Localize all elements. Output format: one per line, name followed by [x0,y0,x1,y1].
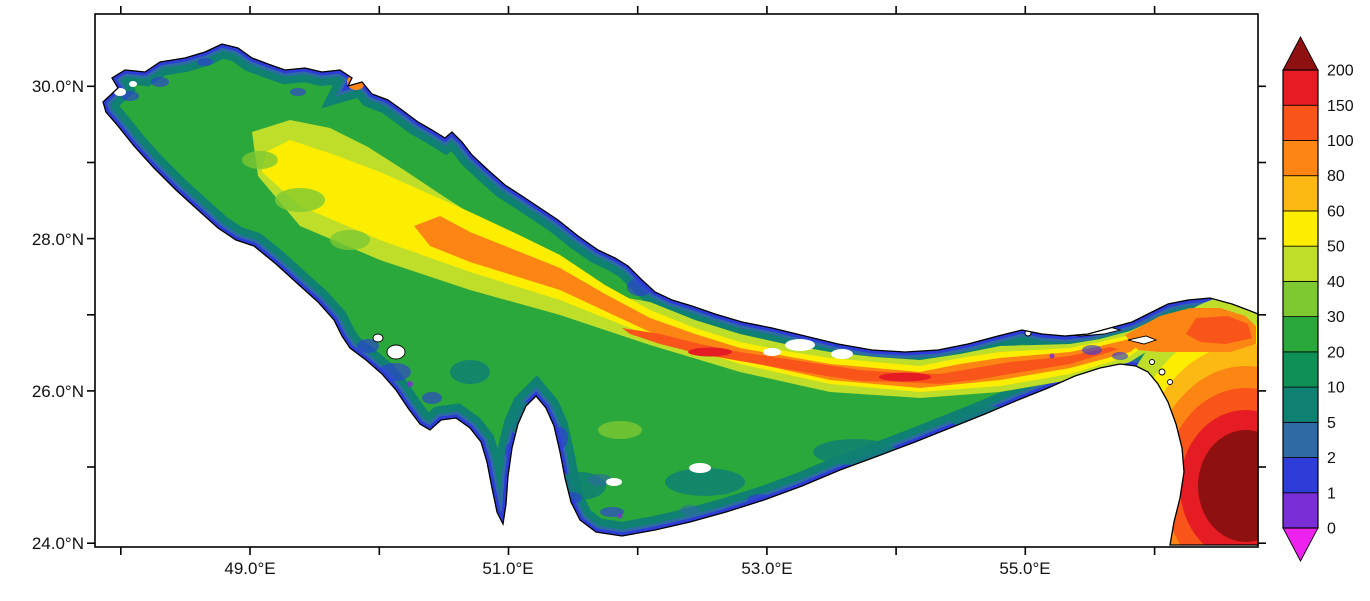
colorbar-under-arrow [1282,527,1319,562]
axis-ticks [87,6,1266,555]
island [1127,335,1158,345]
colorbar-segments [1282,69,1319,529]
colorbar-segment-50-60 [1282,210,1319,247]
colorbar-segment-80-100 [1282,140,1319,177]
colorbar-tick-label: 50 [1327,239,1345,256]
colorbar-tick-label: 2 [1327,450,1336,467]
island [386,344,406,360]
depth-ring-darkred [1198,430,1258,542]
north-shore-red-spot [352,75,360,81]
no-data-patch [689,463,711,473]
colorbar-tick-label: 60 [1327,204,1345,221]
colorbar-segment-5-10 [1282,386,1319,423]
colorbar-tick-label: 100 [1327,133,1354,150]
colorbar-tick-label: 20 [1327,344,1345,361]
no-data-patch [897,488,915,496]
island [410,442,438,468]
colorbar-tick-label: 5 [1327,415,1336,432]
y-tick-label: 26.0°N [32,382,84,401]
y-tick-label: 24.0°N [32,534,84,553]
depth-spot-red [688,347,732,357]
depth-band-orangered [622,328,1118,384]
depth-spot-red [879,372,931,382]
plot-frame [94,13,1259,548]
colorbar-segment-150-200 [1282,69,1319,106]
colorbar-segment-60-80 [1282,175,1319,212]
bahrain-bay-yellow-streak [445,422,465,494]
y-tick-label: 28.0°N [32,230,84,249]
colorbar-outline [1282,69,1319,529]
x-tick-label: 53.0°E [741,559,792,578]
island [1149,359,1155,365]
no-data-patch [763,348,781,356]
y-tick-label: 30.0°N [32,77,84,96]
island [442,427,454,437]
strait-red-patch [1186,316,1252,344]
x-tick-label: 55.0°E [999,559,1050,578]
colorbar-segment-20-30 [1282,316,1319,353]
no-data-patch [129,81,137,87]
colorbar-segment-100-150 [1282,104,1319,141]
colorbar-segment-0-1 [1282,492,1319,529]
colorbar-tick-label: 10 [1327,380,1345,397]
island [372,333,384,343]
colorbar-segment-10-20 [1282,351,1319,388]
water-base [103,44,1258,545]
colorbar-segment-1-2 [1282,457,1319,494]
x-tick-label: 51.0°E [482,559,533,578]
colorbar-tick-label: 40 [1327,274,1345,291]
colorbar-tick-label: 0 [1327,521,1336,538]
colorbar-over-arrow [1282,36,1319,71]
island [1158,368,1166,376]
bahrain-bay-orange-streak [451,440,461,484]
colorbar-tick-label: 80 [1327,168,1345,185]
colorbar-segment-40-50 [1282,245,1319,282]
x-axis-tick-labels: 49.0°E 51.0°E 53.0°E 55.0°E [224,559,1050,578]
colorbar-segment-30-40 [1282,280,1319,318]
x-tick-label: 49.0°E [224,559,275,578]
colorbar-tick-label: 30 [1327,309,1345,326]
colorbar-tick-label: 200 [1327,63,1354,80]
colorbar-segment-2-5 [1282,421,1319,458]
no-data-patch [831,349,853,359]
colorbar-tick-label: 150 [1327,98,1354,115]
island [1167,379,1173,385]
colorbar-tick-label: 1 [1327,485,1336,502]
gulf-of-oman-deep-rings [1106,294,1258,545]
y-axis-tick-labels: 30.0°N 28.0°N 26.0°N 24.0°N [32,77,84,553]
gulf-water-field [103,44,1258,545]
colorbar-tick-labels: 200 150 100 80 60 50 40 30 20 10 5 2 1 0 [1327,63,1354,538]
no-data-patch [606,478,622,486]
lightgreen-texture [242,151,642,439]
no-data-patch [114,88,126,96]
no-data-patch [785,339,815,351]
colorbar: 200 150 100 80 60 50 40 30 20 10 5 2 1 0 [1282,36,1354,562]
no-data-patch [924,496,956,508]
